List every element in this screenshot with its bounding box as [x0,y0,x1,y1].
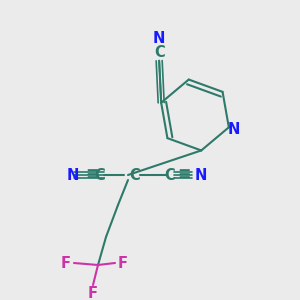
Text: F: F [118,256,128,271]
Text: N: N [228,122,240,137]
Text: F: F [61,256,71,271]
Text: F: F [88,286,98,300]
Text: C: C [165,167,176,182]
Text: N: N [153,31,165,46]
Text: C: C [130,167,140,182]
Text: N: N [195,167,207,182]
Text: ≡: ≡ [85,167,99,182]
Text: C: C [154,45,164,60]
Text: N: N [67,167,79,182]
Text: ≡: ≡ [177,167,191,182]
Text: C: C [94,167,105,182]
